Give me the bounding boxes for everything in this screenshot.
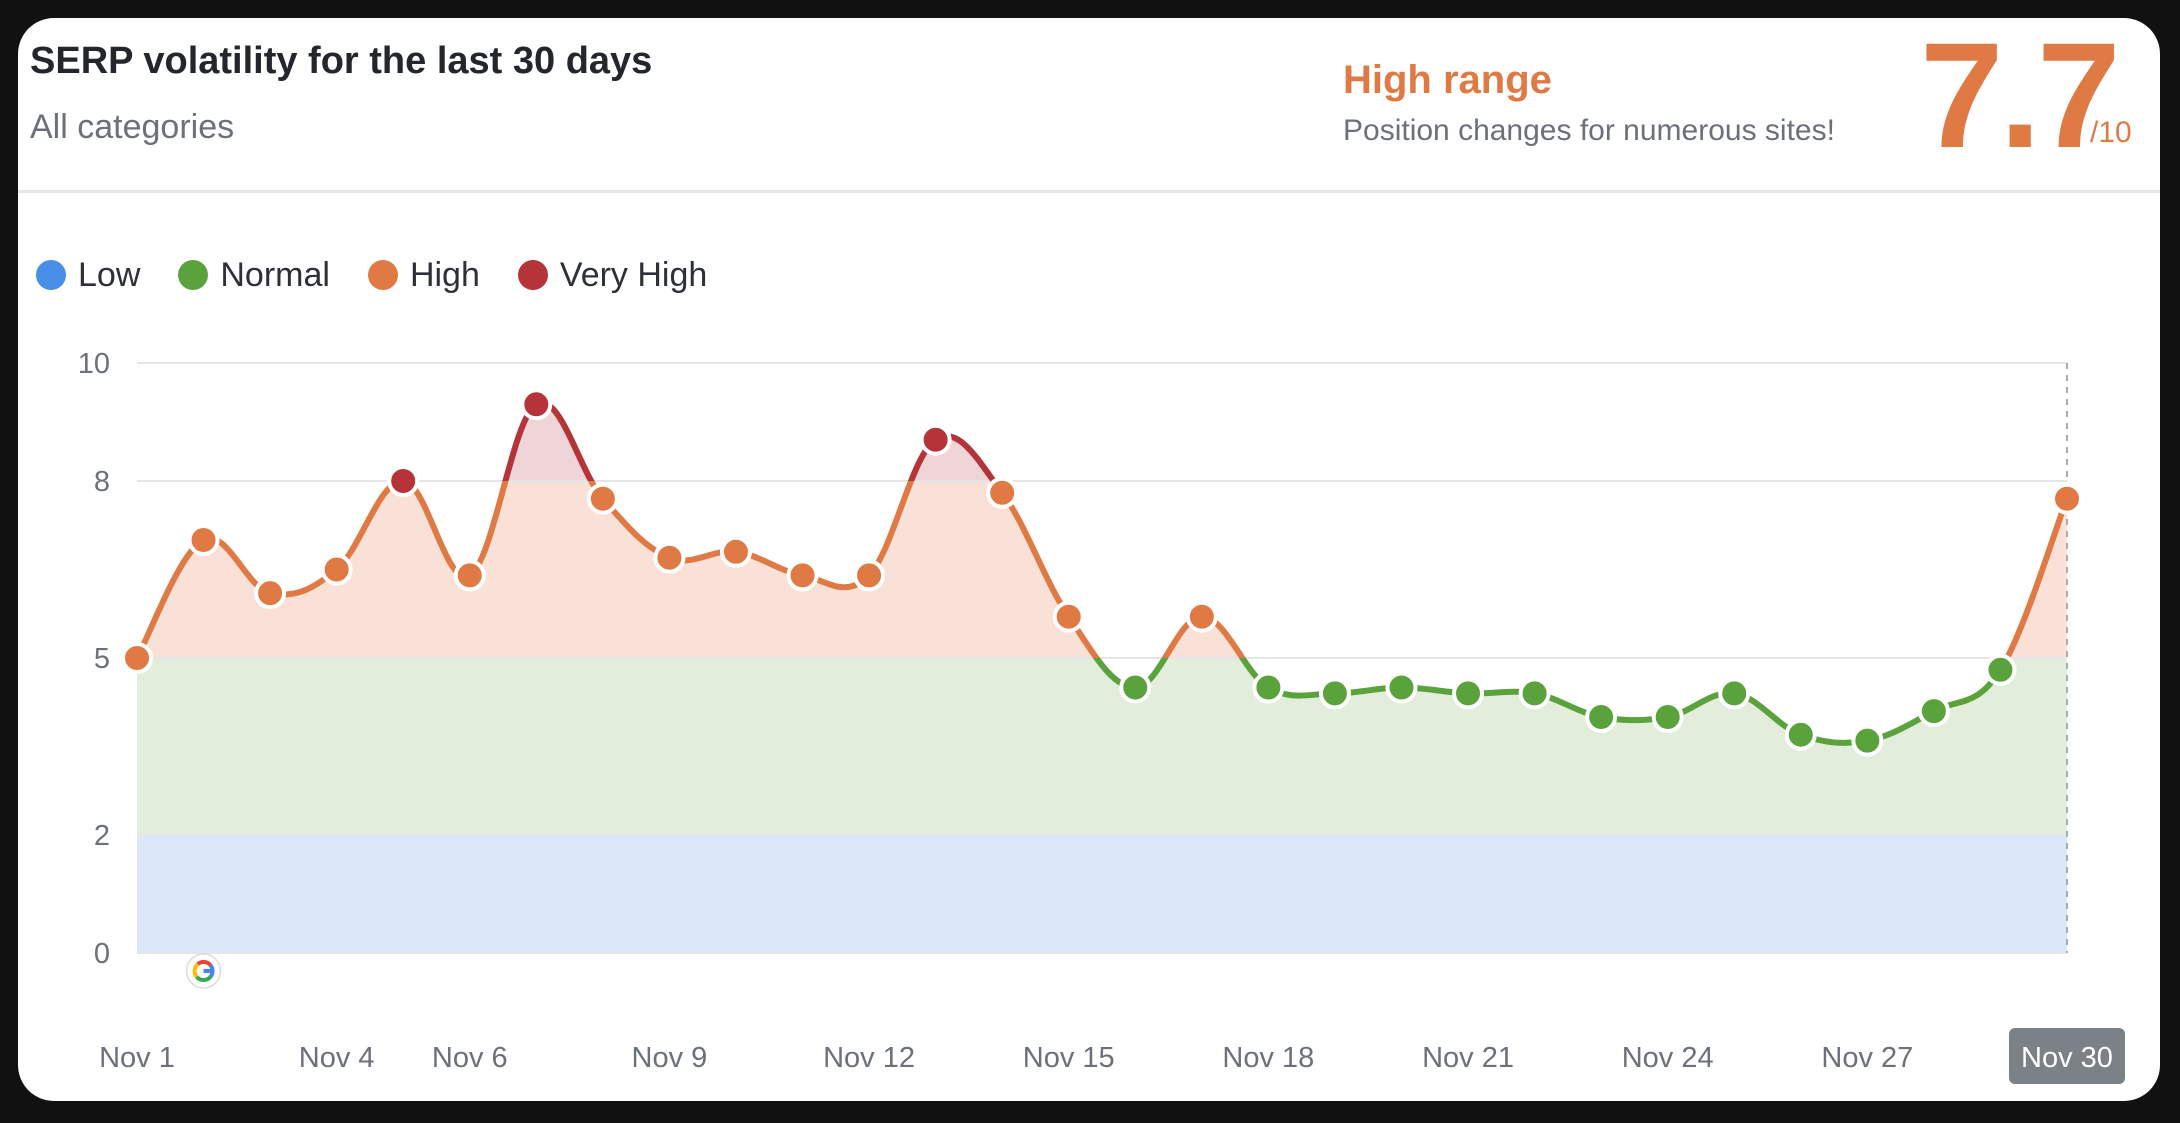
- x-tick-label: Nov 15: [1023, 1042, 1115, 1074]
- volatility-card: SERP volatility for the last 30 days All…: [18, 18, 2160, 1101]
- x-tick-label: Nov 24: [1622, 1042, 1714, 1074]
- data-point: [1185, 600, 1218, 633]
- data-point: [1851, 724, 1884, 757]
- y-tick-label: 0: [94, 938, 110, 970]
- data-point: [719, 535, 752, 568]
- data-point: [2051, 482, 2083, 515]
- data-point: [1052, 600, 1085, 633]
- google-icon: [185, 953, 222, 989]
- data-point: [1784, 718, 1817, 751]
- data-point: [1651, 701, 1684, 733]
- x-tick-label: Nov 12: [823, 1042, 915, 1074]
- x-tick-label: Nov 27: [1821, 1042, 1913, 1074]
- data-point: [187, 524, 220, 556]
- legend-label-normal: Normal: [220, 255, 330, 294]
- data-point: [453, 559, 486, 592]
- y-tick-label: 10: [78, 348, 110, 380]
- x-tick-label-highlighted: Nov 30: [2021, 1042, 2113, 1074]
- range-description: Position changes for numerous sites!: [1343, 114, 1835, 147]
- data-point: [1252, 671, 1285, 704]
- data-point: [1518, 677, 1551, 710]
- google-icon-arc: [196, 960, 212, 967]
- data-point: [121, 642, 153, 674]
- google-icon-arc: [192, 962, 200, 979]
- band-low: [137, 835, 2067, 953]
- data-point: [919, 423, 952, 456]
- data-point: [1984, 653, 2017, 686]
- data-point: [387, 465, 420, 497]
- area-band-very-high: [137, 402, 2067, 481]
- data-point: [786, 559, 819, 592]
- data-point: [586, 482, 619, 515]
- data-point: [1119, 671, 1152, 704]
- google-icon-arc: [195, 975, 212, 982]
- data-point: [653, 541, 686, 574]
- legend-dot-high: [367, 260, 398, 290]
- legend-label-low: Low: [78, 255, 141, 294]
- legend-item-high[interactable]: High: [367, 255, 480, 295]
- data-point: [1385, 671, 1418, 704]
- y-tick-label: 2: [94, 820, 110, 852]
- google-icon-arc: [208, 963, 215, 979]
- chart-legend: Low Normal High Very High: [36, 250, 745, 300]
- x-tick-highlight-bg: [2009, 1028, 2125, 1084]
- x-tick-label: Nov 21: [1422, 1042, 1514, 1074]
- y-tick-label: 8: [94, 466, 110, 498]
- series-line-high: [134, 481, 2070, 658]
- category-label[interactable]: All categories: [30, 108, 235, 146]
- data-point: [853, 559, 886, 592]
- legend-dot-normal: [178, 260, 209, 290]
- legend-item-very-high[interactable]: Very High: [517, 255, 708, 295]
- range-label: High range: [1343, 58, 1552, 102]
- data-point: [1718, 677, 1751, 710]
- legend-dot-very-high: [517, 260, 548, 290]
- area-band-normal: [137, 658, 2067, 835]
- legend-item-low[interactable]: Low: [36, 256, 140, 295]
- legend-label-high: High: [409, 255, 480, 294]
- data-point: [986, 476, 1019, 509]
- x-tick-label: Nov 4: [299, 1042, 375, 1074]
- x-tick-label: Nov 6: [432, 1042, 508, 1074]
- page-title: SERP volatility for the last 30 days: [30, 40, 653, 82]
- data-point: [254, 577, 287, 610]
- x-tick-label: Nov 18: [1222, 1042, 1314, 1074]
- data-point: [1452, 677, 1485, 710]
- y-tick-label: 5: [94, 643, 110, 675]
- data-point: [320, 553, 353, 586]
- volatility-chart: 0 2 5 8 10 Nov 1 Nov 4 Nov 6 Nov 9 Nov 12 Nov 15 No…: [78, 348, 2125, 1084]
- data-point: [520, 388, 553, 421]
- x-tick-label: Nov 9: [632, 1042, 708, 1074]
- legend-item-normal[interactable]: Normal: [178, 256, 330, 295]
- card-header: SERP volatility for the last 30 days All…: [18, 18, 2160, 193]
- legend-label-very-high: Very High: [559, 255, 708, 294]
- volatility-score: 7.7: [1920, 18, 2121, 179]
- legend-dot-low: [36, 260, 66, 290]
- data-point: [1318, 677, 1351, 710]
- area-fill-group: [137, 402, 2067, 835]
- score-max: /10: [2090, 116, 2132, 149]
- data-point: [1917, 695, 1950, 728]
- x-tick-label: Nov 1: [99, 1042, 175, 1074]
- data-point: [1585, 701, 1618, 733]
